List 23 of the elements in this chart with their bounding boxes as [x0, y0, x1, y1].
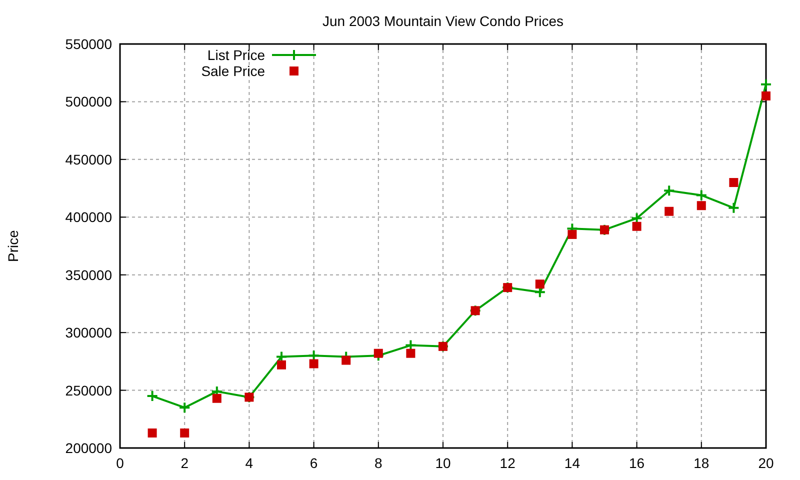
y-tick-label: 250000 [65, 382, 112, 398]
y-tick-label: 500000 [65, 94, 112, 110]
legend-label: Sale Price [201, 63, 266, 79]
x-tick-label: 0 [116, 455, 124, 471]
x-tick-label: 8 [374, 455, 382, 471]
legend-label: List Price [207, 47, 266, 63]
y-tick-label: 350000 [65, 266, 112, 283]
chart-title: Jun 2003 Mountain View Condo Prices [322, 13, 564, 29]
x-tick-label: 2 [180, 455, 189, 471]
x-tick-label: 18 [694, 455, 710, 471]
y-tick-label: 400000 [65, 209, 112, 226]
y-axis-title: Price [5, 230, 21, 262]
x-tick-label: 10 [435, 455, 451, 471]
x-tick-label: 12 [500, 455, 516, 471]
y-tick-label: 300000 [65, 324, 112, 341]
x-tick-label: 16 [629, 455, 645, 471]
y-tick-label: 550000 [65, 36, 112, 52]
x-tick-label: 6 [310, 455, 318, 471]
y-tick-label: 200000 [65, 440, 112, 456]
y-tick-label: 450000 [65, 151, 112, 168]
x-tick-label: 20 [758, 455, 774, 471]
x-tick-label: 14 [564, 455, 580, 471]
x-tick-label: 4 [245, 455, 254, 471]
